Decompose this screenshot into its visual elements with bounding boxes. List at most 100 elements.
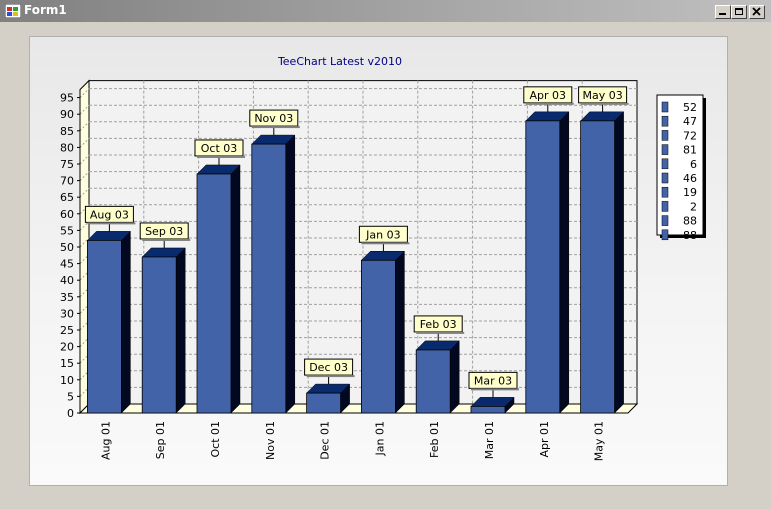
y-tick-label: 80 [60,141,74,154]
mark-shadow [361,242,410,245]
legend-swatch [661,115,669,127]
bar-front [580,120,615,414]
x-tick-label: Sep 01 [154,421,167,459]
y-tick-label: 40 [60,274,74,287]
legend-swatch [661,158,669,170]
legend-item-label: 88 [683,229,697,242]
bar-side [230,164,241,414]
bar-side [449,340,460,414]
legend-item-label: 2 [690,200,697,213]
legend-swatch [661,201,669,212]
bar-side [285,134,296,414]
y-tick-label: 0 [67,407,74,420]
title-bar[interactable]: Form1 [0,0,771,22]
data-marks: Aug 03 Sep 03 Oct 03 Nov 03 Dec 03 Jan 03 Feb … [84,86,629,398]
legend-item-label: 72 [683,129,697,142]
legend-swatch [661,130,669,141]
y-tick-label: 20 [60,341,74,354]
y-tick-label: 35 [60,291,74,304]
y-tick-label: 55 [60,224,74,237]
y-tick-label: 45 [60,258,74,271]
y-tick-label: 50 [60,241,74,254]
mark-label: Aug 03 [90,208,129,221]
bar-front [196,173,232,414]
app-icon [5,4,21,18]
x-tick-label: Oct 01 [209,421,222,458]
bar-may-01 [579,111,625,414]
bar-apr-01 [525,111,570,414]
mark-label: Jan 03 [365,228,400,241]
bar-front [306,392,342,414]
y-tick-label: 65 [60,191,74,204]
y-tick-label: 30 [60,307,74,320]
mark-label: Oct 03 [201,142,238,155]
bar-front [415,349,451,414]
x-tick-label: Nov 01 [264,421,277,460]
y-axis: 0 5 10 15 20 25 30 35 40 45 50 55 60 65 70 75 80 85 90 95 [60,89,81,420]
legend-item-label: 6 [690,158,697,171]
bar-oct-01 [196,164,241,414]
bar-side [395,250,405,414]
bar-side [121,230,131,414]
bar-side [175,247,186,414]
legend-swatch [661,186,669,198]
mark-shadow [580,102,629,105]
x-tick-label: Apr 01 [538,421,551,458]
legend-swatch [661,144,669,155]
close-icon [752,7,761,16]
close-button[interactable] [749,5,765,19]
mark-label: Mar 03 [474,374,512,387]
bar-front [470,405,506,414]
y-tick-label: 10 [60,374,74,387]
legend-item-label: 47 [683,115,697,128]
mark-shadow [306,375,355,378]
bar-jan-01 [360,250,406,414]
y-tick-label: 15 [60,357,74,370]
legend-swatch [661,101,669,113]
bar-side [614,111,624,414]
legend-swatch [661,172,669,184]
bar-dec-01 [305,383,351,414]
bars-group [86,111,625,414]
mark-shadow [197,155,245,158]
y-tick-label: 75 [60,158,74,171]
minimize-button[interactable] [715,5,731,19]
y-tick-label: 95 [60,92,74,105]
bar-front [141,256,177,414]
x-tick-label: May 01 [593,421,606,461]
mark-shadow [525,102,574,105]
x-tick-label: Dec 01 [319,421,332,460]
mark-shadow [416,331,465,334]
legend-item-label: 46 [683,172,697,185]
y-tick-label: 85 [60,125,74,138]
y-tick-label: 70 [60,175,74,188]
x-tick-label: Aug 01 [99,421,112,460]
y-tick-label: 25 [60,324,74,337]
bar-feb-01 [415,340,460,414]
mark-shadow [142,238,191,241]
bar-mar-01 [470,396,515,414]
window-title: Form1 [24,3,67,17]
y-tick-label: 60 [60,208,74,221]
mark-label: Nov 03 [254,112,293,125]
x-tick-label: Feb 01 [428,421,441,458]
mark-label: Apr 03 [530,89,567,102]
legend-swatch [661,229,669,241]
y-tick-label: 5 [67,390,74,403]
bar-aug-01 [86,230,132,414]
chart-title: TeeChart Latest v2010 [277,55,402,68]
x-axis-labels: Aug 01 Sep 01 Oct 01 Nov 01 Dec 01 Jan 01 Feb … [99,421,605,461]
maximize-icon [735,8,743,15]
legend-item-label: 19 [683,186,697,199]
mark-label: Sep 03 [145,225,183,238]
mark-label: Dec 03 [309,361,348,374]
bar-front [251,143,287,414]
bar-front [360,259,396,414]
mark-label: May 03 [582,89,622,102]
x-tick-label: Mar 01 [483,421,496,459]
mark-shadow [251,126,300,129]
legend-item-label: 81 [683,144,697,157]
bar-sep-01 [141,247,186,414]
maximize-button[interactable] [731,5,747,19]
